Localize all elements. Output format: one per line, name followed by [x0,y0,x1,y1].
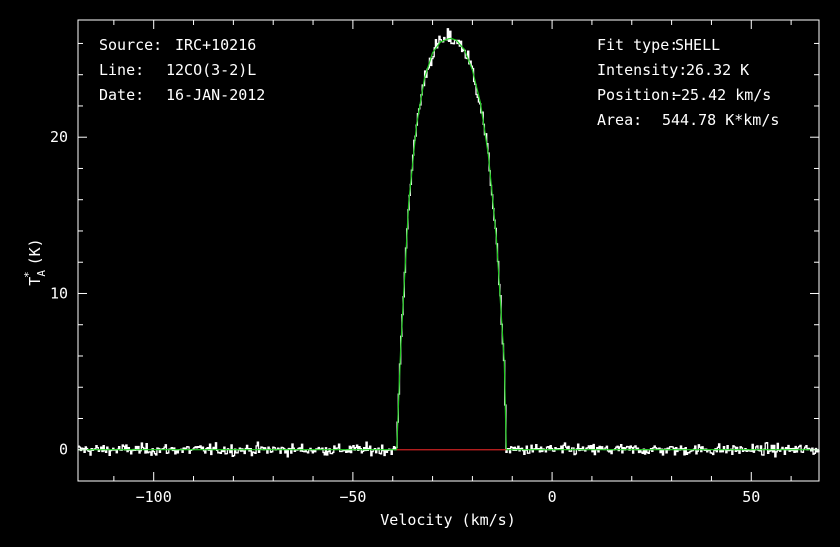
tick-layer: −100 −50 0 50 0 10 20 [50,20,819,506]
y-axis-label: TA* (K) [22,238,48,285]
intensity-label: Intensity: [597,61,687,79]
y-axis-label-sub: A [35,270,48,277]
y-tick-label: 20 [50,128,68,146]
x-tick-label: −50 [339,488,366,506]
svg-text:TA*(K): TA* (K) [22,238,48,285]
y-axis-label-unit: (K) [26,238,44,265]
position-value: −25.42 km/s [672,86,771,104]
fit-line [78,37,819,451]
data-layer [78,28,820,458]
y-tick-label: 0 [59,441,68,459]
position-label: Position: [597,86,678,104]
x-tick-label: 0 [548,488,557,506]
y-axis-label-main: T [26,277,44,286]
x-tick-label: −100 [136,488,172,506]
source-value: IRC+10216 [175,36,256,54]
area-label: Area: [597,111,642,129]
y-axis-label-sup: * [22,271,35,278]
x-axis-label: Velocity (km/s) [380,511,515,529]
date-value: 16-JAN-2012 [166,86,265,104]
line-value: 12CO(3-2)L [166,61,256,79]
fit-type-value: SHELL [675,36,720,54]
spectrum-line [78,28,820,458]
fit-type-label: Fit type: [597,36,678,54]
intensity-value: 26.32 K [686,61,749,79]
plot-frame [77,19,820,482]
source-label: Source: [99,36,162,54]
line-label: Line: [99,61,144,79]
area-value: 544.78 K*km/s [662,111,779,129]
x-tick-label: 50 [742,488,760,506]
date-label: Date: [99,86,144,104]
y-tick-label: 10 [50,284,68,302]
